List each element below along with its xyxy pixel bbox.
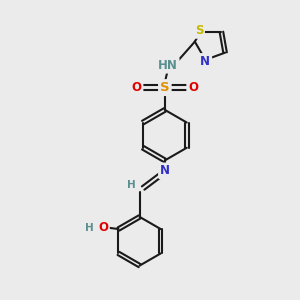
Text: S: S bbox=[160, 81, 170, 94]
Text: N: N bbox=[200, 55, 210, 68]
Text: S: S bbox=[195, 24, 203, 37]
Text: O: O bbox=[98, 221, 108, 234]
Text: H: H bbox=[127, 180, 136, 190]
Text: O: O bbox=[132, 81, 142, 94]
Text: HN: HN bbox=[158, 59, 178, 72]
Text: H: H bbox=[85, 223, 94, 232]
Text: O: O bbox=[188, 81, 198, 94]
Text: N: N bbox=[160, 164, 170, 177]
